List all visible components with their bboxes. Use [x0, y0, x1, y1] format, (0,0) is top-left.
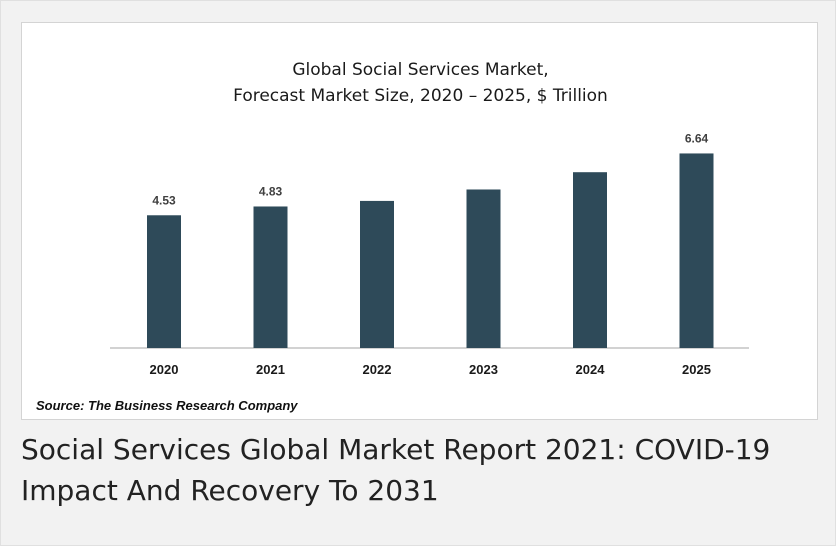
- x-tick-label-2025: 2025: [682, 362, 711, 377]
- chart-title: Global Social Services Market, Forecast …: [22, 57, 819, 109]
- x-tick-label-2021: 2021: [256, 362, 285, 377]
- x-tick-label-2024: 2024: [576, 362, 606, 377]
- x-tick-label-2023: 2023: [469, 362, 498, 377]
- data-label-2020: 4.53: [152, 193, 176, 207]
- bar-2023: [466, 189, 501, 348]
- bar-2025: [679, 153, 714, 348]
- bar-2020: [147, 215, 181, 348]
- chart-card: Global Social Services Market, Forecast …: [21, 22, 818, 420]
- chart-title-line-1: Global Social Services Market,: [292, 60, 549, 80]
- x-tick-label-2020: 2020: [150, 362, 179, 377]
- bar-2024: [573, 172, 607, 348]
- data-label-2021: 4.83: [259, 184, 283, 198]
- bar-2022: [360, 200, 394, 348]
- chart-title-line-2: Forecast Market Size, 2020 – 2025, $ Tri…: [233, 86, 608, 106]
- bar-2021: [253, 206, 288, 348]
- source-note: Source: The Business Research Company: [36, 398, 298, 413]
- data-label-2025: 6.64: [685, 131, 709, 145]
- bar-chart: 4.53 2020 4.83 2021 2022 2023 2024 6.64 2025: [110, 131, 749, 377]
- x-tick-label-2022: 2022: [363, 362, 392, 377]
- report-title[interactable]: Social Services Global Market Report 202…: [21, 433, 771, 507]
